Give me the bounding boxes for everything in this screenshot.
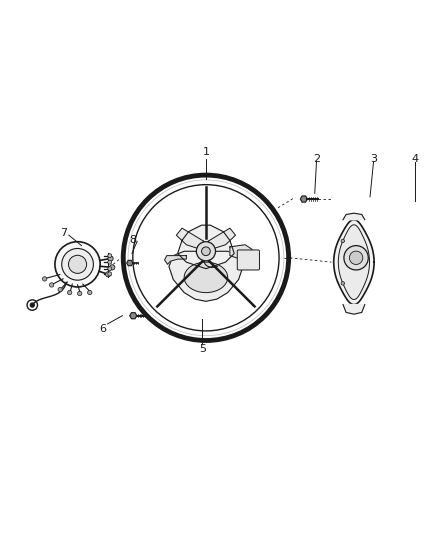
Polygon shape <box>300 196 307 202</box>
Circle shape <box>42 277 47 281</box>
Circle shape <box>58 287 62 292</box>
Circle shape <box>67 290 72 295</box>
Polygon shape <box>230 245 256 262</box>
Ellipse shape <box>184 262 228 293</box>
Circle shape <box>88 290 92 295</box>
Circle shape <box>341 239 345 243</box>
Circle shape <box>341 281 345 285</box>
Circle shape <box>62 248 93 280</box>
Circle shape <box>344 246 368 270</box>
Polygon shape <box>178 225 234 269</box>
Polygon shape <box>165 256 186 264</box>
Polygon shape <box>208 228 236 248</box>
Text: 1: 1 <box>202 148 209 157</box>
Circle shape <box>201 247 210 256</box>
Polygon shape <box>127 261 133 265</box>
Polygon shape <box>334 220 374 304</box>
Polygon shape <box>130 313 137 319</box>
FancyBboxPatch shape <box>237 250 259 270</box>
Ellipse shape <box>108 266 112 271</box>
Text: 8: 8 <box>129 235 136 245</box>
Ellipse shape <box>108 272 112 276</box>
Circle shape <box>78 292 82 296</box>
Polygon shape <box>169 251 243 301</box>
Circle shape <box>55 241 100 287</box>
Text: 5: 5 <box>199 344 206 354</box>
Polygon shape <box>343 304 365 314</box>
Circle shape <box>108 256 113 261</box>
Circle shape <box>68 255 87 273</box>
Polygon shape <box>177 228 204 248</box>
Ellipse shape <box>108 254 112 257</box>
Text: 2: 2 <box>313 154 320 164</box>
Ellipse shape <box>108 260 112 264</box>
Circle shape <box>196 241 215 261</box>
Text: 3: 3 <box>370 154 377 164</box>
Text: 4: 4 <box>411 154 418 164</box>
Polygon shape <box>343 213 365 220</box>
Text: 6: 6 <box>99 324 106 334</box>
Circle shape <box>110 265 115 270</box>
Circle shape <box>350 251 363 264</box>
Polygon shape <box>338 225 370 300</box>
Circle shape <box>49 283 54 287</box>
Circle shape <box>106 272 111 277</box>
Text: 7: 7 <box>60 228 67 238</box>
Circle shape <box>30 303 35 307</box>
